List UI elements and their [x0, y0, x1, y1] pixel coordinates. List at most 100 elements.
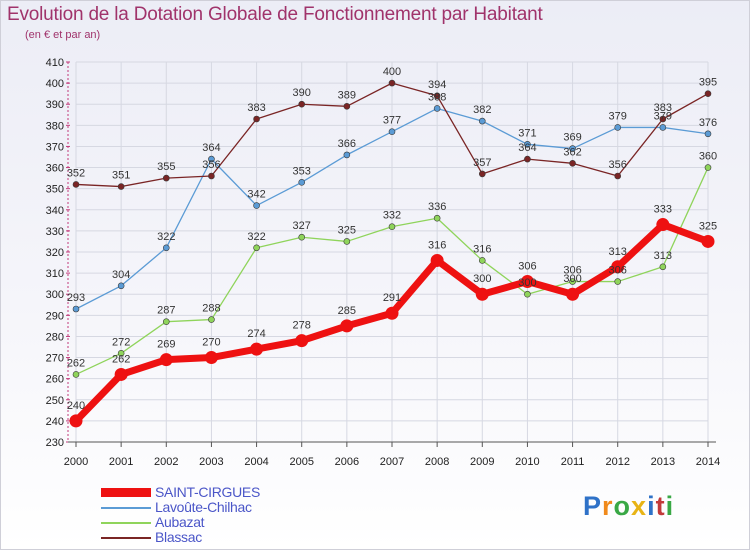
data-point: [433, 105, 441, 112]
y-tick-label: 260: [46, 374, 64, 386]
data-point: [117, 183, 125, 190]
data-point: [659, 263, 667, 271]
data-point: [569, 145, 576, 152]
legend-swatch: [101, 488, 151, 497]
data-label: 269: [157, 339, 175, 351]
data-point: [524, 155, 531, 163]
data-point: [253, 115, 260, 123]
x-tick-label: 2007: [380, 456, 404, 468]
data-label: 300: [518, 277, 536, 289]
data-label: 357: [473, 157, 491, 169]
legend-label: Blassac: [155, 529, 202, 545]
data-point: [611, 260, 625, 274]
data-point: [385, 306, 399, 320]
data-point: [114, 367, 128, 381]
data-point: [298, 233, 306, 241]
y-tick-label: 330: [46, 226, 64, 238]
data-label: 287: [157, 305, 175, 317]
y-tick-label: 310: [46, 268, 64, 280]
data-label: 333: [654, 204, 672, 216]
legend-label: Lavoûte-Chilhac: [155, 499, 252, 515]
y-tick-label: 390: [46, 99, 64, 111]
data-point: [701, 234, 715, 248]
data-point: [117, 350, 125, 357]
data-point: [566, 287, 580, 301]
data-label: 394: [428, 79, 446, 91]
data-point: [569, 278, 576, 285]
data-label: 262: [67, 357, 85, 369]
data-point: [250, 342, 264, 356]
axis-layer: 2302402502602702802903003103203303403503…: [46, 57, 721, 468]
data-point: [659, 124, 667, 131]
data-point: [520, 275, 534, 289]
data-point: [524, 290, 531, 298]
data-label: 278: [293, 320, 311, 332]
data-label: 364: [518, 142, 536, 154]
y-tick-label: 280: [46, 331, 64, 343]
data-point: [159, 353, 173, 367]
x-tick-label: 2003: [199, 456, 223, 468]
data-point: [656, 218, 670, 232]
y-tick-label: 400: [46, 78, 64, 90]
data-point: [704, 130, 712, 138]
proxiti-logo: Proxiti: [583, 491, 674, 522]
data-point: [704, 164, 712, 171]
data-point: [614, 278, 622, 285]
logo-letter: i: [665, 491, 675, 521]
data-label: 336: [428, 201, 446, 213]
legend-label: SAINT-CIRGUES: [155, 484, 261, 500]
x-tick-label: 2012: [605, 456, 629, 468]
legend-label: Aubazat: [155, 514, 205, 530]
x-tick-label: 2011: [561, 456, 585, 468]
data-point: [253, 202, 260, 209]
data-point: [343, 151, 351, 159]
data-label: 270: [202, 337, 220, 349]
data-point: [475, 287, 489, 301]
data-label: 240: [67, 400, 85, 412]
data-point: [208, 155, 215, 163]
x-tick-label: 2010: [515, 456, 539, 468]
data-label: 355: [157, 161, 175, 173]
data-point: [433, 92, 441, 100]
data-label: 383: [654, 102, 672, 114]
data-point: [208, 316, 215, 323]
data-label: 300: [473, 273, 491, 285]
data-label: 306: [563, 265, 581, 277]
data-label: 332: [383, 210, 401, 222]
data-label: 369: [563, 132, 581, 144]
data-label: 353: [293, 165, 311, 177]
data-point: [298, 179, 306, 186]
data-point: [433, 214, 441, 222]
data-label: 379: [654, 110, 672, 122]
data-label: 293: [67, 292, 85, 304]
data-label: 272: [112, 336, 130, 348]
data-label: 304: [112, 269, 130, 281]
logo-letter: r: [602, 491, 614, 521]
data-point: [524, 141, 531, 148]
x-tick-label: 2005: [289, 456, 313, 468]
data-label: 377: [383, 115, 401, 127]
y-tick-label: 290: [46, 310, 64, 322]
data-point: [69, 414, 83, 428]
data-point: [614, 172, 622, 180]
data-label: 291: [383, 292, 401, 304]
data-label: 379: [609, 110, 627, 122]
data-point: [388, 223, 396, 230]
data-point: [162, 174, 170, 182]
data-label: 288: [202, 303, 220, 315]
data-point: [298, 100, 306, 108]
data-label: 306: [609, 265, 627, 277]
y-tick-label: 300: [46, 289, 64, 301]
x-tick-label: 2004: [244, 456, 268, 468]
data-point: [208, 172, 215, 180]
data-label: 300: [563, 273, 581, 285]
data-point: [72, 181, 80, 188]
data-point: [478, 257, 486, 264]
data-label: 362: [563, 146, 581, 158]
data-point: [704, 90, 712, 97]
data-label: 400: [383, 66, 401, 78]
data-label: 382: [473, 104, 491, 116]
